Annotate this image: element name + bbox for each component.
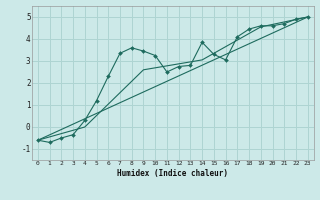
X-axis label: Humidex (Indice chaleur): Humidex (Indice chaleur)	[117, 169, 228, 178]
